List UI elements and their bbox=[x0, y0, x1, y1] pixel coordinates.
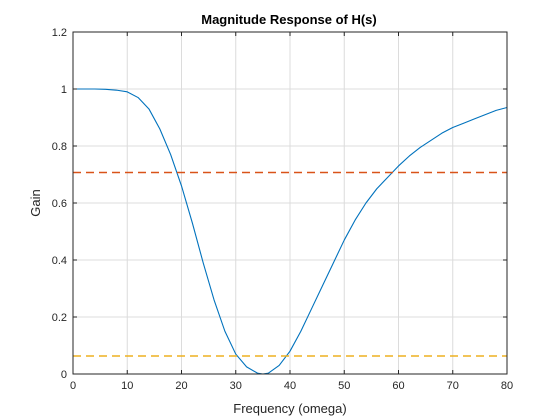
grid bbox=[72, 31, 508, 375]
x-tick-label: 80 bbox=[501, 380, 513, 392]
y-tick-label: 0.6 bbox=[52, 198, 67, 210]
chart-title: Magnitude Response of H(s) bbox=[201, 12, 377, 27]
magnitude-response-line bbox=[73, 88, 508, 375]
y-tick-label: 1.2 bbox=[52, 27, 67, 39]
y-tick-label: 0 bbox=[61, 369, 67, 381]
y-tick-label: 0.8 bbox=[52, 141, 67, 153]
x-tick-label: 60 bbox=[392, 380, 404, 392]
x-tick-label: 20 bbox=[175, 380, 187, 392]
ticks: 0 10 20 30 40 50 60 70 80 0 0.2 0.4 0.6 0.8 1 1.2 bbox=[52, 27, 513, 392]
x-tick-label: 10 bbox=[121, 380, 133, 392]
x-tick-label: 30 bbox=[230, 380, 242, 392]
y-axis-label: Gain bbox=[28, 189, 43, 216]
x-tick-label: 70 bbox=[447, 380, 459, 392]
x-tick-label: 40 bbox=[284, 380, 296, 392]
y-tick-label: 1 bbox=[61, 84, 67, 96]
y-tick-label: 0.4 bbox=[52, 255, 67, 267]
x-tick-label: 50 bbox=[338, 380, 350, 392]
series-group bbox=[73, 88, 508, 375]
x-tick-label: 0 bbox=[70, 380, 76, 392]
x-axis-label: Frequency (omega) bbox=[233, 401, 346, 416]
y-tick-label: 0.2 bbox=[52, 312, 67, 324]
